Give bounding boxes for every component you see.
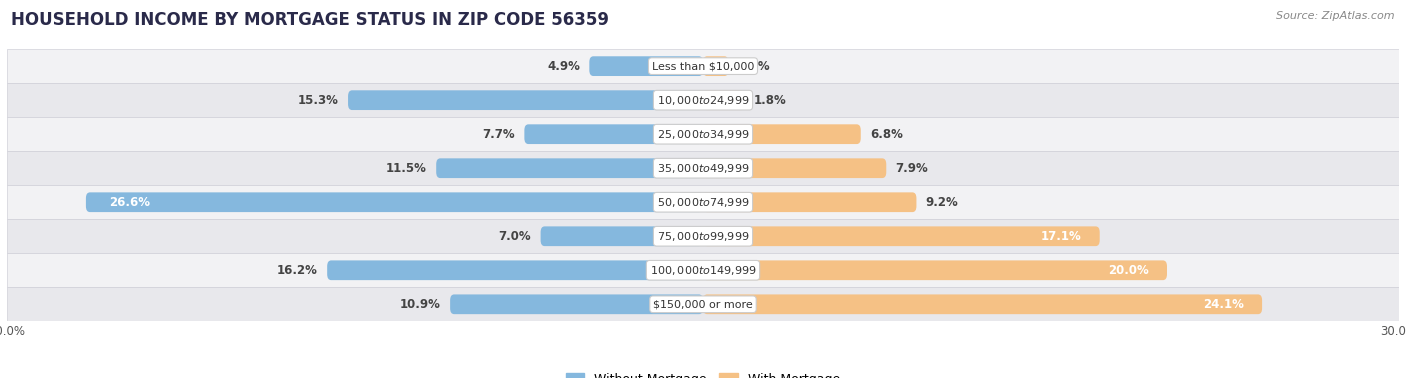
FancyBboxPatch shape — [7, 117, 1399, 151]
Text: Less than $10,000: Less than $10,000 — [652, 61, 754, 71]
Text: 17.1%: 17.1% — [1040, 230, 1081, 243]
Text: $10,000 to $24,999: $10,000 to $24,999 — [657, 94, 749, 107]
FancyBboxPatch shape — [436, 158, 703, 178]
Text: $35,000 to $49,999: $35,000 to $49,999 — [657, 162, 749, 175]
FancyBboxPatch shape — [703, 124, 860, 144]
FancyBboxPatch shape — [7, 287, 1399, 321]
Text: 24.1%: 24.1% — [1202, 298, 1243, 311]
Text: 1.8%: 1.8% — [754, 94, 787, 107]
FancyBboxPatch shape — [524, 124, 703, 144]
Text: 15.3%: 15.3% — [298, 94, 339, 107]
Text: $75,000 to $99,999: $75,000 to $99,999 — [657, 230, 749, 243]
Text: 6.8%: 6.8% — [870, 128, 903, 141]
FancyBboxPatch shape — [328, 260, 703, 280]
FancyBboxPatch shape — [7, 83, 1399, 117]
FancyBboxPatch shape — [7, 49, 1399, 83]
Text: 11.5%: 11.5% — [387, 162, 427, 175]
Text: 26.6%: 26.6% — [110, 196, 150, 209]
FancyBboxPatch shape — [703, 294, 1263, 314]
Text: 7.9%: 7.9% — [896, 162, 928, 175]
Text: 16.2%: 16.2% — [277, 264, 318, 277]
Text: 4.9%: 4.9% — [547, 60, 581, 73]
FancyBboxPatch shape — [7, 151, 1399, 185]
Legend: Without Mortgage, With Mortgage: Without Mortgage, With Mortgage — [561, 368, 845, 378]
FancyBboxPatch shape — [703, 56, 728, 76]
FancyBboxPatch shape — [703, 192, 917, 212]
Text: 1.1%: 1.1% — [738, 60, 770, 73]
FancyBboxPatch shape — [703, 260, 1167, 280]
Text: $100,000 to $149,999: $100,000 to $149,999 — [650, 264, 756, 277]
FancyBboxPatch shape — [450, 294, 703, 314]
FancyBboxPatch shape — [703, 226, 1099, 246]
Text: 9.2%: 9.2% — [925, 196, 959, 209]
Text: $150,000 or more: $150,000 or more — [654, 299, 752, 309]
Text: $50,000 to $74,999: $50,000 to $74,999 — [657, 196, 749, 209]
Text: HOUSEHOLD INCOME BY MORTGAGE STATUS IN ZIP CODE 56359: HOUSEHOLD INCOME BY MORTGAGE STATUS IN Z… — [11, 11, 609, 29]
Text: 7.0%: 7.0% — [499, 230, 531, 243]
FancyBboxPatch shape — [349, 90, 703, 110]
Text: 7.7%: 7.7% — [482, 128, 515, 141]
FancyBboxPatch shape — [7, 185, 1399, 219]
FancyBboxPatch shape — [7, 219, 1399, 253]
Text: 10.9%: 10.9% — [399, 298, 441, 311]
FancyBboxPatch shape — [540, 226, 703, 246]
FancyBboxPatch shape — [589, 56, 703, 76]
FancyBboxPatch shape — [7, 253, 1399, 287]
FancyBboxPatch shape — [703, 158, 886, 178]
FancyBboxPatch shape — [703, 90, 745, 110]
Text: Source: ZipAtlas.com: Source: ZipAtlas.com — [1277, 11, 1395, 21]
Text: $25,000 to $34,999: $25,000 to $34,999 — [657, 128, 749, 141]
Text: 20.0%: 20.0% — [1108, 264, 1149, 277]
FancyBboxPatch shape — [86, 192, 703, 212]
